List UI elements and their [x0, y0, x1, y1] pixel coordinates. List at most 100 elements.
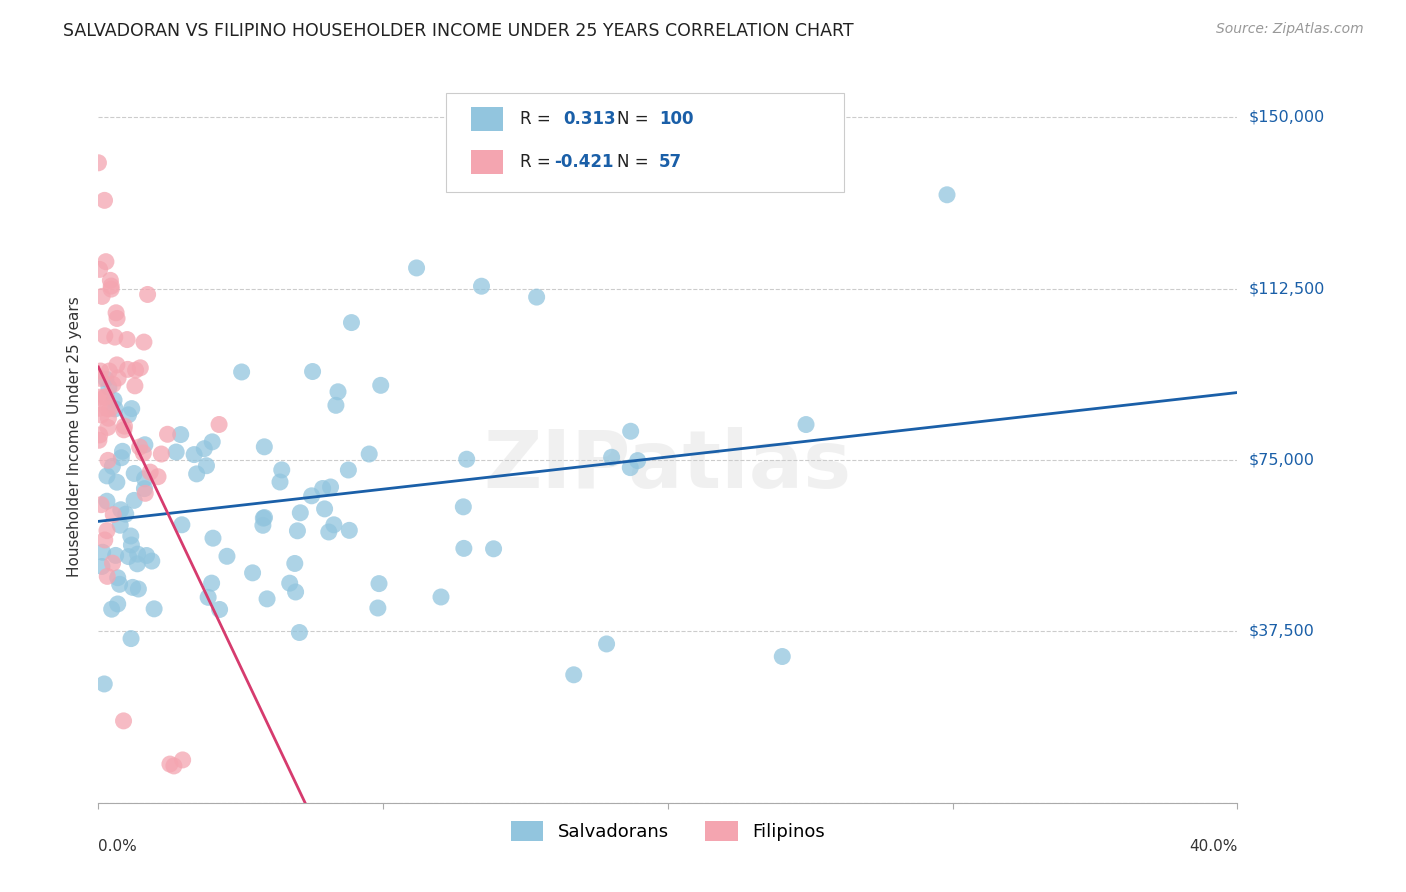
Point: [124, 379, 146, 393]
Point: [430, 590, 453, 604]
Point: [453, 541, 475, 556]
Point: [319, 480, 342, 494]
Text: 100: 100: [659, 111, 693, 128]
Point: [100, 273, 122, 287]
Point: [94, 390, 117, 404]
Text: $112,500: $112,500: [1249, 281, 1324, 296]
Point: [94, 390, 117, 404]
Point: [562, 667, 585, 681]
Point: [794, 417, 817, 432]
Text: N =: N =: [617, 111, 654, 128]
Point: [150, 447, 173, 461]
Point: [242, 566, 264, 580]
Point: [117, 549, 139, 564]
Point: [97, 411, 120, 425]
Text: 0.0%: 0.0%: [98, 839, 138, 855]
Point: [770, 649, 793, 664]
Point: [93, 194, 115, 208]
Point: [112, 423, 135, 437]
Point: [368, 576, 391, 591]
Point: [98, 401, 121, 416]
Point: [359, 447, 381, 461]
Point: [96, 494, 118, 508]
Point: [165, 445, 187, 459]
Point: [453, 500, 475, 514]
Point: [127, 547, 149, 561]
Point: [127, 582, 149, 596]
Point: [288, 625, 311, 640]
Point: [526, 290, 548, 304]
Point: [96, 468, 118, 483]
Point: [105, 306, 128, 320]
Text: $37,500: $37,500: [1249, 624, 1315, 639]
Point: [139, 465, 162, 479]
Text: -0.421: -0.421: [554, 153, 613, 170]
Point: [208, 602, 231, 616]
Point: [193, 442, 215, 456]
Point: [115, 333, 138, 347]
Point: [172, 753, 194, 767]
Y-axis label: Householder Income Under 25 years: Householder Income Under 25 years: [67, 297, 83, 577]
Point: [120, 632, 142, 646]
Point: [269, 475, 291, 489]
Point: [253, 440, 276, 454]
Point: [103, 393, 125, 408]
Point: [104, 330, 127, 344]
Point: [105, 311, 128, 326]
Point: [121, 401, 143, 416]
Point: [104, 549, 127, 563]
Point: [122, 467, 145, 481]
Point: [595, 637, 617, 651]
Point: [89, 428, 111, 442]
Point: [340, 316, 363, 330]
Point: [89, 262, 111, 277]
Point: [253, 510, 276, 524]
Point: [195, 458, 218, 473]
Point: [143, 602, 166, 616]
Text: 40.0%: 40.0%: [1189, 839, 1237, 855]
Point: [100, 282, 122, 296]
Point: [121, 581, 143, 595]
Point: [135, 549, 157, 563]
Point: [94, 372, 117, 386]
Legend: Salvadorans, Filipinos: Salvadorans, Filipinos: [503, 814, 832, 848]
Point: [134, 438, 156, 452]
Point: [91, 559, 114, 574]
Point: [89, 371, 111, 385]
Text: R =: R =: [520, 153, 555, 170]
Point: [101, 377, 124, 392]
Point: [326, 384, 349, 399]
Point: [120, 529, 142, 543]
Text: 0.313: 0.313: [562, 111, 616, 128]
Point: [301, 364, 323, 378]
Point: [120, 538, 142, 552]
FancyBboxPatch shape: [446, 94, 845, 192]
Point: [94, 533, 117, 547]
Point: [112, 714, 135, 728]
Text: ZIPatlas: ZIPatlas: [484, 427, 852, 506]
FancyBboxPatch shape: [471, 150, 503, 174]
Point: [170, 517, 193, 532]
Point: [107, 597, 129, 611]
Point: [107, 371, 129, 385]
Point: [93, 677, 115, 691]
Point: [98, 364, 121, 378]
Point: [620, 424, 643, 438]
Point: [284, 585, 307, 599]
Point: [470, 279, 492, 293]
Text: SALVADORAN VS FILIPINO HOUSEHOLDER INCOME UNDER 25 YEARS CORRELATION CHART: SALVADORAN VS FILIPINO HOUSEHOLDER INCOM…: [63, 22, 853, 40]
Point: [89, 390, 111, 404]
Point: [256, 591, 278, 606]
Point: [100, 279, 122, 293]
Point: [124, 363, 146, 377]
Point: [141, 554, 163, 568]
Point: [197, 591, 219, 605]
Point: [456, 452, 478, 467]
Point: [627, 453, 650, 467]
Point: [337, 463, 360, 477]
Point: [183, 448, 205, 462]
Point: [127, 557, 149, 571]
Point: [311, 482, 333, 496]
Point: [482, 541, 505, 556]
Point: [201, 434, 224, 449]
